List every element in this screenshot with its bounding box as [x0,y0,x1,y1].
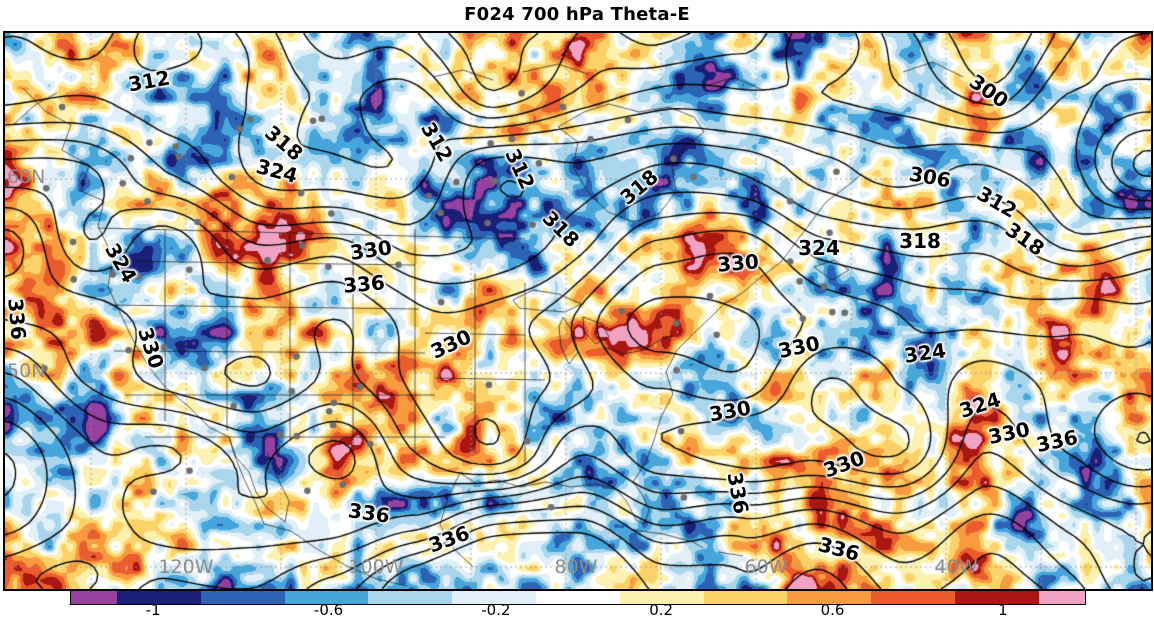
chart-title: F024 700 hPa Theta-E [464,4,690,25]
colorbar-segment [452,591,537,604]
colorbar-segment [787,591,872,604]
colorbar-segment [703,591,788,604]
colorbar-tick-label: -1 [145,601,161,619]
map-canvas [5,33,1151,589]
colorbar [70,590,1086,605]
colorbar-segment [368,591,453,604]
colorbar-tick-label: 0.6 [820,601,845,619]
colorbar-ticks: -1 -0.6 -0.2 0.2 0.6 1 [70,603,1084,619]
colorbar-segment [117,591,201,604]
colorbar-tick-label: 0.2 [649,601,674,619]
colorbar-segment [536,591,620,604]
colorbar-tick-label: -0.6 [313,601,344,619]
colorbar-segment [200,591,285,604]
colorbar-tick-label: 1 [998,601,1008,619]
colorbar-tick-label: -0.2 [481,601,511,619]
colorbar-segment [955,591,1039,604]
colorbar-segment [1038,591,1085,604]
colorbar-segment [284,591,369,604]
colorbar-segment [71,591,118,604]
colorbar-segment [871,591,956,604]
map-panel: 60N 50N 120W 100W 80W 60W 40W 312 318 324 312 312 31… [3,31,1153,591]
colorbar-segment [619,591,704,604]
